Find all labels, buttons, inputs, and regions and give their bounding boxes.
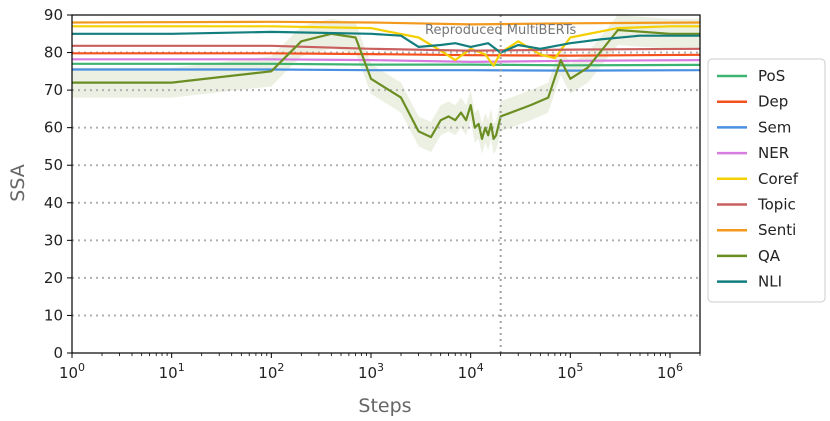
x-tick-label: 104 (458, 361, 484, 382)
series-line-coref (72, 25, 700, 67)
series-lines (71, 20, 701, 140)
y-tick-label: 40 (44, 194, 63, 212)
x-tick-label: 101 (159, 361, 185, 382)
tick-labels: 0 10 20 30 40 50 60 70 80 90 100 101 102 103 104 105 106 (44, 6, 701, 382)
axes (71, 14, 701, 354)
series-line-nli (72, 30, 700, 54)
confidence-bands (72, 15, 700, 154)
y-tick-label: 20 (44, 269, 63, 287)
legend: PoS Dep Sem NER Coref Topic Senti QA NLI (707, 58, 826, 303)
x-tick-label: 105 (557, 361, 583, 382)
x-tick-label: 100 (59, 361, 85, 382)
legend-label: Topic (757, 196, 796, 214)
y-tick-label: 70 (44, 81, 63, 99)
series-line-sem (72, 68, 701, 72)
y-tick-label: 0 (53, 344, 63, 362)
series-line-ner (72, 58, 701, 64)
legend-label: QA (758, 247, 781, 265)
qa-band (72, 15, 700, 154)
y-tick-label: 30 (44, 231, 63, 249)
annotation: Reproduced MultiBERTs (425, 15, 577, 353)
legend-label: Sem (758, 118, 791, 136)
legend-box (707, 58, 826, 303)
x-tick-label: 106 (657, 361, 683, 382)
legend-label: NLI (758, 273, 782, 291)
series-line-topic (72, 44, 701, 52)
x-axis-label: Steps (358, 395, 411, 417)
plot-frame (71, 14, 701, 354)
legend-label: Coref (758, 170, 799, 188)
x-tick-label: 102 (258, 361, 284, 382)
series-line-qa (72, 28, 700, 140)
x-tick-label: 103 (358, 361, 384, 382)
series-line-pos (72, 62, 701, 67)
legend-label: Senti (758, 221, 796, 239)
legend-label: PoS (758, 67, 785, 85)
annotation-text: Reproduced MultiBERTs (425, 23, 577, 38)
legend-label: Dep (758, 93, 788, 111)
y-tick-label: 50 (44, 156, 63, 174)
series-line-senti (71, 20, 701, 26)
y-axis-label: SSA (7, 164, 29, 201)
y-tick-label: 80 (44, 44, 63, 62)
legend-label: NER (758, 144, 789, 162)
y-tick-label: 90 (44, 6, 63, 24)
y-tick-label: 10 (44, 306, 63, 324)
y-tick-label: 60 (44, 119, 63, 137)
grid-lines (72, 51, 700, 317)
series-line-dep (72, 52, 701, 57)
